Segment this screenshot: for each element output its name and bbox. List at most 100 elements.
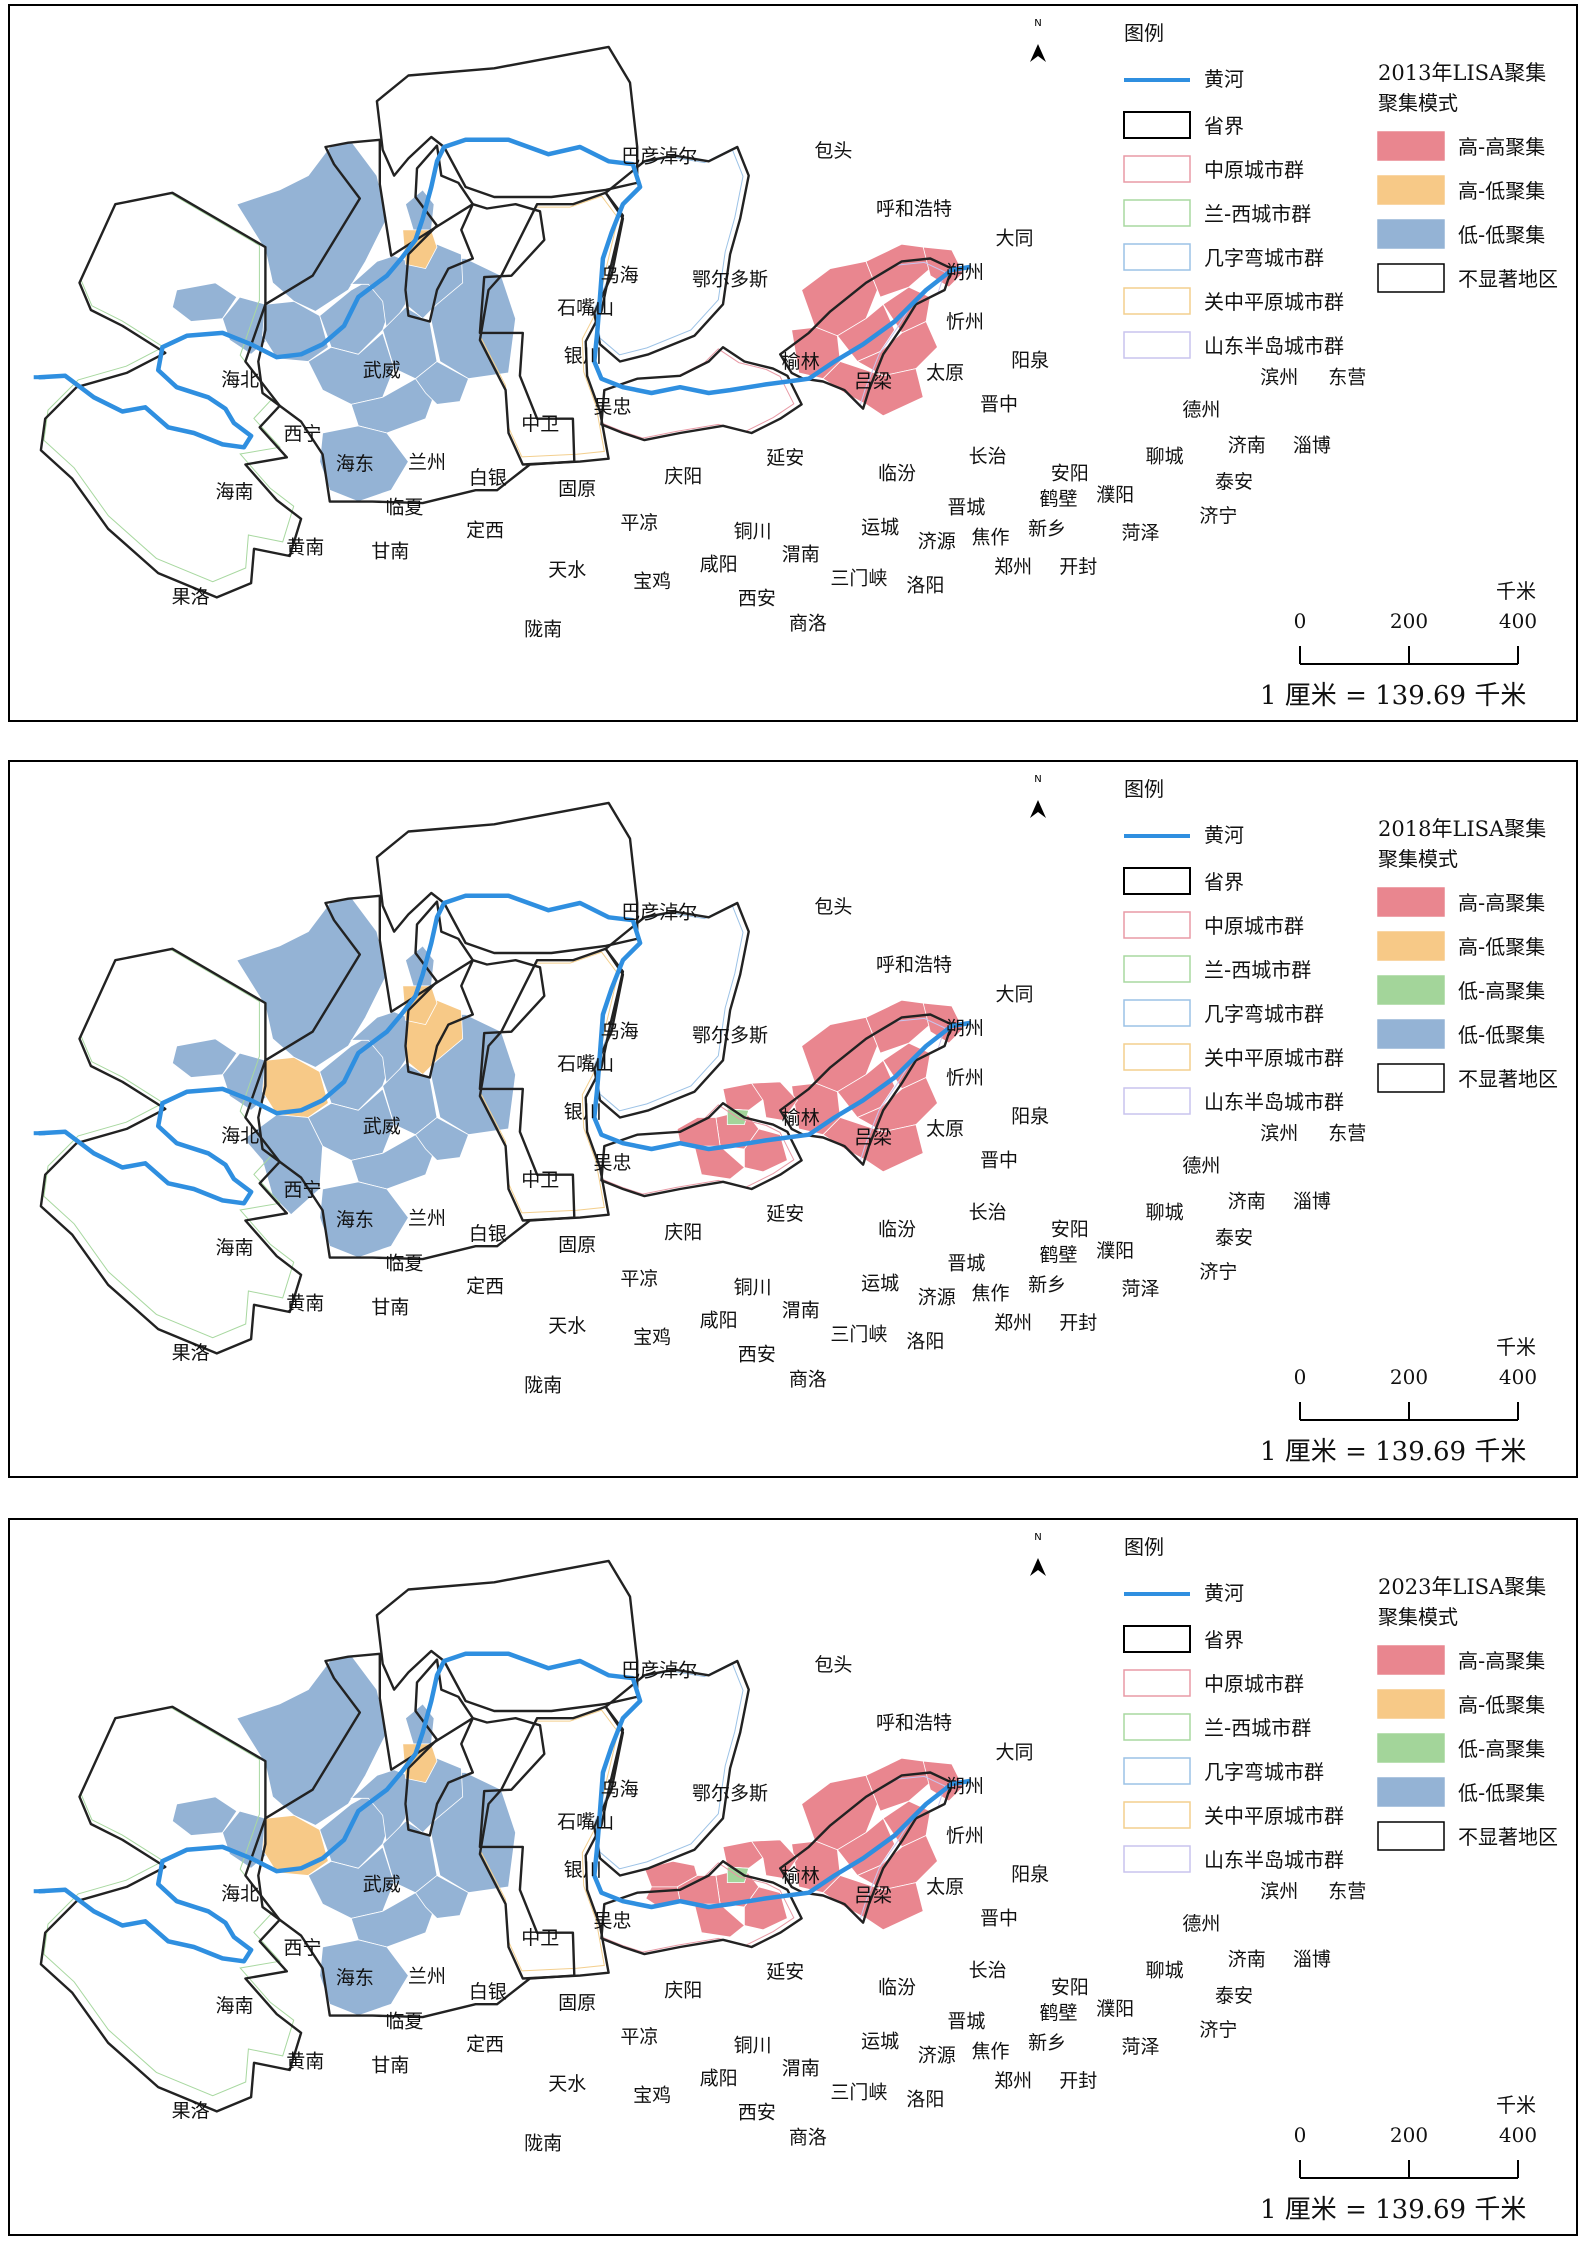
city-label: 黄南: [286, 1292, 324, 1314]
city-label: 延安: [766, 1961, 804, 1983]
yellow-river: [37, 893, 972, 1206]
city-label: 郑州: [994, 2070, 1032, 2092]
city-label: 延安: [766, 447, 804, 469]
map-layer: 巴彦淖尔 包头呼和浩特乌海石嘴山鄂尔多斯大同朔州忻州阳泉太原吕梁榆林银川吴忠武威海…: [33, 45, 1366, 640]
legend-layer-label: 关中平原城市群: [1204, 1804, 1344, 1828]
province-boundary: [600, 1102, 803, 1198]
city-label: 开封: [1059, 1312, 1097, 1334]
city-label: 庆阳: [664, 1222, 702, 1244]
city-label: 鄂尔多斯: [692, 1025, 768, 1047]
city-label: 平凉: [620, 512, 658, 534]
city-label: 滨州: [1260, 1122, 1298, 1144]
cluster-swatch-high-high: [1377, 887, 1445, 917]
north-arrow-shape: [1030, 1558, 1046, 1576]
city-label: 太原: [926, 1118, 964, 1140]
city-label: 呼和浩特: [876, 1712, 952, 1734]
cluster-swatch-high-low: [1377, 1689, 1445, 1719]
city-label: 银川: [564, 1101, 602, 1123]
city-label: 运城: [861, 2030, 899, 2052]
city-label: 鄂尔多斯: [692, 269, 768, 291]
province-fill-shaanxi: [479, 192, 623, 465]
city-label: 定西: [466, 519, 504, 541]
city-label: 武威: [363, 1873, 401, 1895]
city-label: 长治: [969, 1960, 1007, 1982]
legend-layer-label: 几字弯城市群: [1204, 246, 1324, 270]
cluster-label: 不显著地区: [1458, 1067, 1558, 1091]
city-label: 宝鸡: [633, 1326, 671, 1348]
legend-layer-label: 山东半岛城市群: [1204, 1090, 1344, 1114]
city-label: 济源: [918, 2045, 956, 2067]
city-label: 济宁: [1199, 505, 1237, 527]
panel-frame: [8, 760, 1578, 1478]
city-label: 西宁: [283, 1179, 321, 1201]
cluster-label: 低-低聚集: [1458, 223, 1545, 247]
map-content: 巴彦淖尔 包头呼和浩特乌海石嘴山鄂尔多斯大同朔州忻州阳泉太原吕梁榆林银川吴忠武威海…: [8, 1518, 1578, 2236]
scale-ratio: 1 厘米 = 139.69 千米: [1260, 1437, 1526, 1467]
legend-layer-swatch: [1123, 155, 1191, 183]
city-label: 陇南: [524, 1374, 562, 1396]
province-boundary: [404, 144, 474, 323]
city-label: 临汾: [878, 1219, 916, 1241]
city-label: 乌海: [601, 1020, 639, 1042]
province-fill-shaanxi: [479, 948, 623, 1221]
city-label: 巴彦淖尔: [621, 146, 697, 168]
city-label: 济南: [1228, 434, 1266, 456]
scale-unit: 千米: [1496, 2093, 1536, 2117]
city-label: 武威: [363, 359, 401, 381]
yellow-river: [37, 1651, 972, 1964]
province-boundary: [375, 801, 639, 955]
province-fill-qinghai: [40, 948, 302, 1354]
city-label: 包头: [814, 896, 852, 918]
city-label: 海南: [216, 1237, 254, 1259]
city-label: 新乡: [1028, 1274, 1066, 1296]
city-label: 淄博: [1293, 1948, 1331, 1970]
cluster-region: [750, 1839, 798, 1879]
province-boundary: [779, 1771, 953, 1924]
scale-bar: 千米 0 200 400 1 厘米 = 139.69 千米: [1260, 1335, 1537, 1467]
city-label: 果洛: [172, 1342, 210, 1364]
map-content: 巴彦淖尔 包头呼和浩特乌海石嘴山鄂尔多斯大同朔州忻州阳泉太原吕梁榆林银川吴忠武威海…: [8, 4, 1578, 722]
scale-tick-label: 400: [1499, 2123, 1537, 2147]
city-label: 吴忠: [593, 396, 631, 418]
city-label: 东营: [1328, 1880, 1366, 1902]
city-label: 濮阳: [1096, 484, 1134, 506]
province-boundary: [39, 947, 303, 1355]
map-panel-2013: 巴彦淖尔 包头 呼和浩特 乌海 石嘴山 鄂尔多斯 大同 朔州 忻州 阳泉 太原 吕梁 榆林 银川 吴忠 武威海…: [8, 4, 1578, 722]
city-label: 甘南: [371, 1297, 409, 1319]
city-label: 中卫: [521, 1169, 559, 1191]
city-label: 阳泉: [1011, 1105, 1049, 1127]
scale-unit: 千米: [1496, 579, 1536, 603]
cluster-swatch-none: [1377, 263, 1445, 293]
map-layer: 巴彦淖尔 包头呼和浩特乌海石嘴山鄂尔多斯大同朔州忻州阳泉太原吕梁榆林银川吴忠武威海…: [33, 1559, 1366, 2154]
cluster-swatch-low-low: [1377, 1777, 1445, 1807]
province-boundary: [257, 894, 576, 1261]
north-label: N: [1034, 774, 1041, 785]
city-label: 吴忠: [593, 1152, 631, 1174]
legend-layer-swatch: [1123, 1087, 1191, 1115]
city-label: 朔州: [946, 262, 984, 284]
city-label: 阳泉: [1011, 1863, 1049, 1885]
legend-layer-swatch: [1123, 999, 1191, 1027]
legend-layer-swatch: [1123, 111, 1191, 139]
city-label: 庆阳: [664, 466, 702, 488]
lisa-map-2018: 巴彦淖尔 包头呼和浩特乌海石嘴山鄂尔多斯大同朔州忻州阳泉太原吕梁榆林银川吴忠武威海…: [8, 760, 1578, 1478]
cluster-label: 低-高聚集: [1458, 1737, 1545, 1761]
legend-layer-label: 省界: [1204, 1628, 1244, 1652]
city-label: 鹤壁: [1039, 488, 1077, 510]
city-label: 焦作: [971, 526, 1009, 548]
province-boundary: [39, 1705, 303, 2113]
cluster-region: [922, 246, 964, 288]
city-label: 白银: [469, 1981, 507, 2003]
city-label: 焦作: [971, 2040, 1009, 2062]
cluster-swatch-high-low: [1377, 931, 1445, 961]
city-label: 商洛: [789, 613, 827, 635]
city-label: 银川: [564, 1859, 602, 1881]
city-label: 定西: [466, 1275, 504, 1297]
legend-title: 图例: [1124, 777, 1164, 801]
legend-layer-swatch: [1123, 243, 1191, 271]
city-label: 中卫: [521, 413, 559, 435]
scale-ratio: 1 厘米 = 139.69 千米: [1260, 2195, 1526, 2225]
city-label: 平凉: [620, 1268, 658, 1290]
